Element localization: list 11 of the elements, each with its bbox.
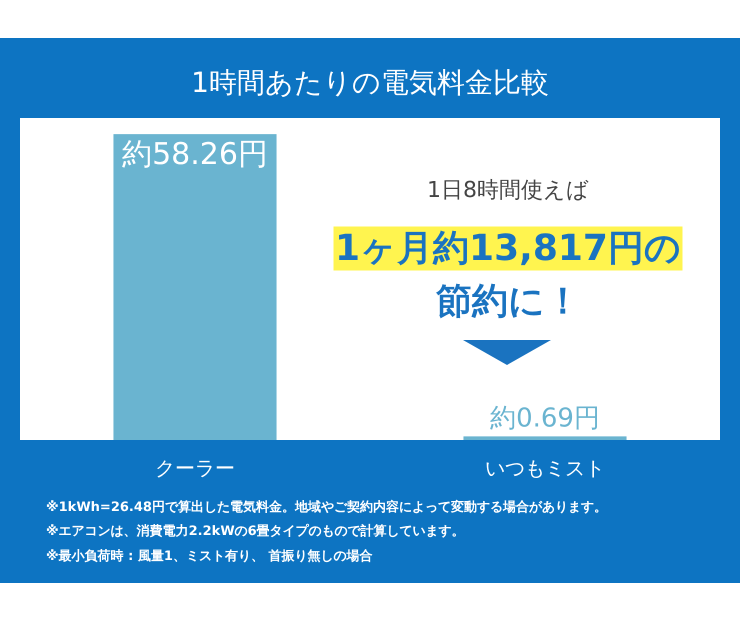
- x-tick-label: クーラー: [155, 456, 235, 480]
- text: ※最小負荷時 : 風量1、ミスト有り、 首振り無しの場合: [46, 548, 372, 564]
- chart-title: 1時間あたりの電気料金比較: [191, 66, 549, 99]
- annotation: 1日8時間使えば: [427, 178, 589, 203]
- text: ※1kWh=26.48円で算出した電気料金。地域やご契約内容によって変動する場合があります。: [46, 499, 607, 515]
- annotation: 節約に！: [435, 281, 581, 322]
- data-label: 約0.69円: [490, 403, 600, 434]
- x-tick-label: いつもミスト: [485, 456, 605, 480]
- data-label: 約58.26円: [122, 137, 268, 172]
- text: ※エアコンは、消費電力2.2kWの6畳タイプのもので計算しています。: [46, 523, 465, 539]
- annotation: 1ヶ月約13,817円の: [335, 228, 681, 269]
